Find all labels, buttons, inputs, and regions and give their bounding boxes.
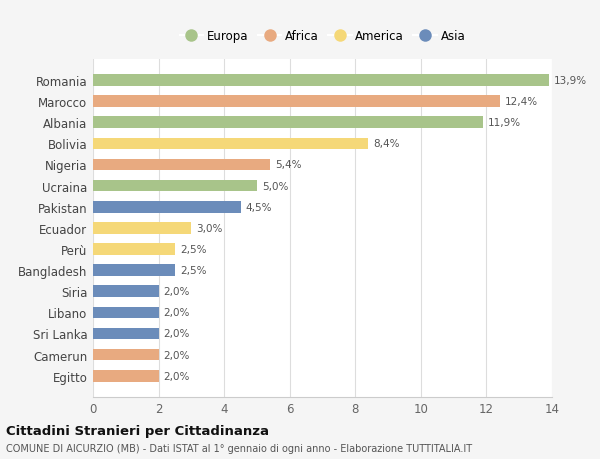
Bar [93, 202, 241, 213]
Text: 11,9%: 11,9% [488, 118, 521, 128]
Text: 2,0%: 2,0% [163, 286, 190, 297]
Bar [93, 349, 158, 361]
Text: 5,0%: 5,0% [262, 181, 288, 191]
Text: 2,0%: 2,0% [163, 329, 190, 339]
Bar [93, 223, 191, 234]
Bar [93, 244, 175, 255]
Text: 2,5%: 2,5% [180, 265, 206, 275]
Bar [93, 286, 158, 297]
Text: 12,4%: 12,4% [505, 97, 538, 107]
Bar [93, 96, 500, 108]
Bar [93, 75, 549, 87]
Text: 4,5%: 4,5% [245, 202, 272, 212]
Bar [93, 138, 368, 150]
Text: 2,0%: 2,0% [163, 308, 190, 318]
Text: 13,9%: 13,9% [554, 76, 587, 86]
Text: 2,5%: 2,5% [180, 245, 206, 254]
Text: COMUNE DI AICURZIO (MB) - Dati ISTAT al 1° gennaio di ogni anno - Elaborazione T: COMUNE DI AICURZIO (MB) - Dati ISTAT al … [6, 443, 472, 453]
Bar [93, 370, 158, 382]
Text: 8,4%: 8,4% [373, 139, 400, 149]
Bar [93, 265, 175, 276]
Text: 5,4%: 5,4% [275, 160, 301, 170]
Text: Cittadini Stranieri per Cittadinanza: Cittadini Stranieri per Cittadinanza [6, 424, 269, 437]
Bar [93, 328, 158, 340]
Bar [93, 159, 270, 171]
Legend: Europa, Africa, America, Asia: Europa, Africa, America, Asia [175, 25, 470, 47]
Text: 2,0%: 2,0% [163, 371, 190, 381]
Bar [93, 180, 257, 192]
Bar [93, 117, 483, 129]
Bar [93, 307, 158, 319]
Text: 3,0%: 3,0% [196, 224, 223, 233]
Text: 2,0%: 2,0% [163, 350, 190, 360]
